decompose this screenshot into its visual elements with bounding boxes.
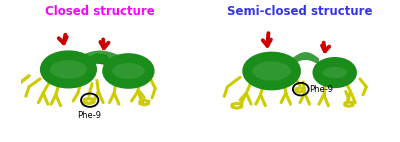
- Text: Phe-9: Phe-9: [310, 85, 334, 94]
- Polygon shape: [292, 52, 319, 65]
- Ellipse shape: [110, 62, 146, 80]
- Polygon shape: [81, 51, 119, 61]
- Text: Phe-9: Phe-9: [77, 111, 101, 120]
- Polygon shape: [87, 54, 110, 68]
- Ellipse shape: [251, 61, 292, 81]
- Ellipse shape: [48, 59, 88, 79]
- Text: Semi-closed structure: Semi-closed structure: [227, 5, 373, 18]
- Text: Closed structure: Closed structure: [45, 5, 155, 18]
- Ellipse shape: [320, 65, 350, 80]
